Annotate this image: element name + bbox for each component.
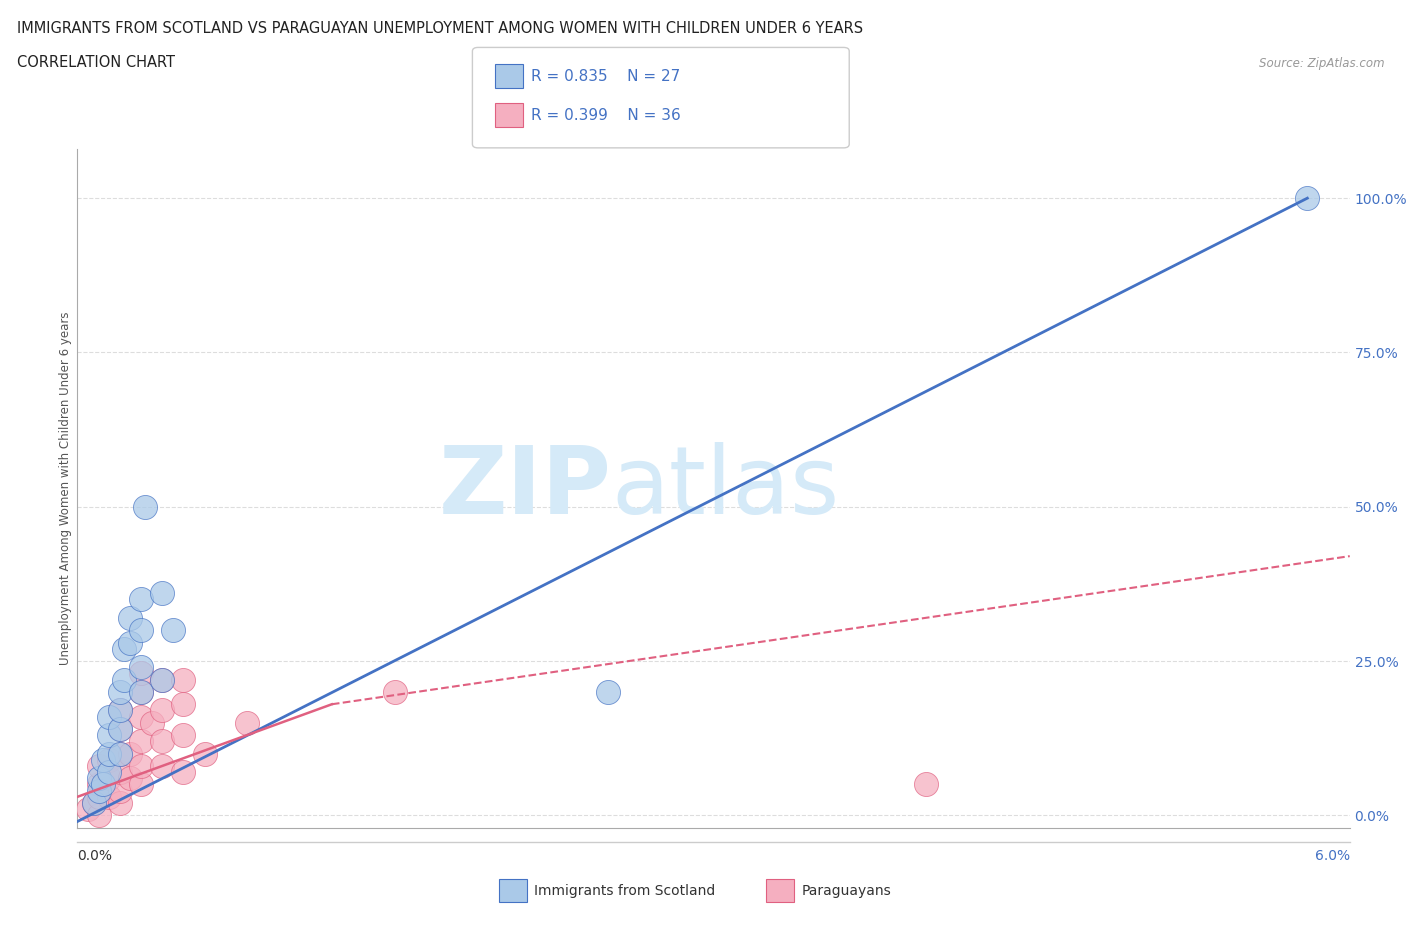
Point	[172, 697, 194, 711]
Point	[150, 586, 173, 601]
Point	[108, 722, 131, 737]
Point	[129, 666, 152, 681]
Point	[120, 635, 142, 650]
Text: atlas: atlas	[612, 443, 839, 534]
Point	[162, 623, 184, 638]
Point	[108, 722, 131, 737]
Point	[150, 672, 173, 687]
Point	[91, 752, 114, 767]
Point	[129, 684, 152, 699]
Text: R = 0.835    N = 27: R = 0.835 N = 27	[531, 69, 681, 84]
Point	[129, 777, 152, 792]
Point	[98, 771, 121, 786]
Point	[108, 795, 131, 810]
Point	[83, 795, 105, 810]
Point	[150, 703, 173, 718]
Text: ZIP: ZIP	[439, 443, 612, 534]
Point	[108, 783, 131, 798]
Point	[150, 672, 173, 687]
Point	[112, 672, 135, 687]
Point	[120, 746, 142, 761]
Text: R = 0.399    N = 36: R = 0.399 N = 36	[531, 108, 682, 123]
Point	[87, 759, 110, 774]
Text: Paraguayans: Paraguayans	[801, 884, 891, 898]
Point	[172, 727, 194, 742]
Text: 6.0%: 6.0%	[1315, 849, 1350, 863]
Point	[87, 771, 110, 786]
Point	[108, 703, 131, 718]
Point	[236, 715, 259, 730]
Point	[98, 752, 121, 767]
Point	[596, 684, 619, 699]
Point	[87, 790, 110, 804]
Point	[120, 771, 142, 786]
Point	[914, 777, 936, 792]
Point	[129, 684, 152, 699]
Point	[108, 684, 131, 699]
Point	[91, 777, 114, 792]
Point	[150, 734, 173, 749]
Point	[1296, 191, 1319, 206]
Point	[77, 802, 100, 817]
Point	[98, 710, 121, 724]
Text: Immigrants from Scotland: Immigrants from Scotland	[534, 884, 716, 898]
Point	[87, 783, 110, 798]
Point	[129, 591, 152, 606]
Point	[108, 746, 131, 761]
Point	[98, 790, 121, 804]
Text: Source: ZipAtlas.com: Source: ZipAtlas.com	[1260, 57, 1385, 70]
Point	[98, 764, 121, 779]
Point	[141, 715, 163, 730]
Point	[134, 499, 156, 514]
Point	[172, 764, 194, 779]
Point	[129, 710, 152, 724]
Point	[87, 808, 110, 823]
Point	[98, 727, 121, 742]
Point	[112, 642, 135, 657]
Point	[87, 777, 110, 792]
Point	[129, 759, 152, 774]
Point	[172, 672, 194, 687]
Point	[194, 746, 217, 761]
Point	[150, 759, 173, 774]
Point	[129, 659, 152, 674]
Point	[384, 684, 406, 699]
Text: 0.0%: 0.0%	[77, 849, 112, 863]
Point	[129, 734, 152, 749]
Y-axis label: Unemployment Among Women with Children Under 6 years: Unemployment Among Women with Children U…	[59, 312, 72, 665]
Point	[108, 746, 131, 761]
Point	[108, 764, 131, 779]
Point	[129, 623, 152, 638]
Text: CORRELATION CHART: CORRELATION CHART	[17, 55, 174, 70]
Text: IMMIGRANTS FROM SCOTLAND VS PARAGUAYAN UNEMPLOYMENT AMONG WOMEN WITH CHILDREN UN: IMMIGRANTS FROM SCOTLAND VS PARAGUAYAN U…	[17, 20, 863, 35]
Point	[98, 746, 121, 761]
Point	[120, 610, 142, 625]
Point	[108, 703, 131, 718]
Point	[83, 795, 105, 810]
